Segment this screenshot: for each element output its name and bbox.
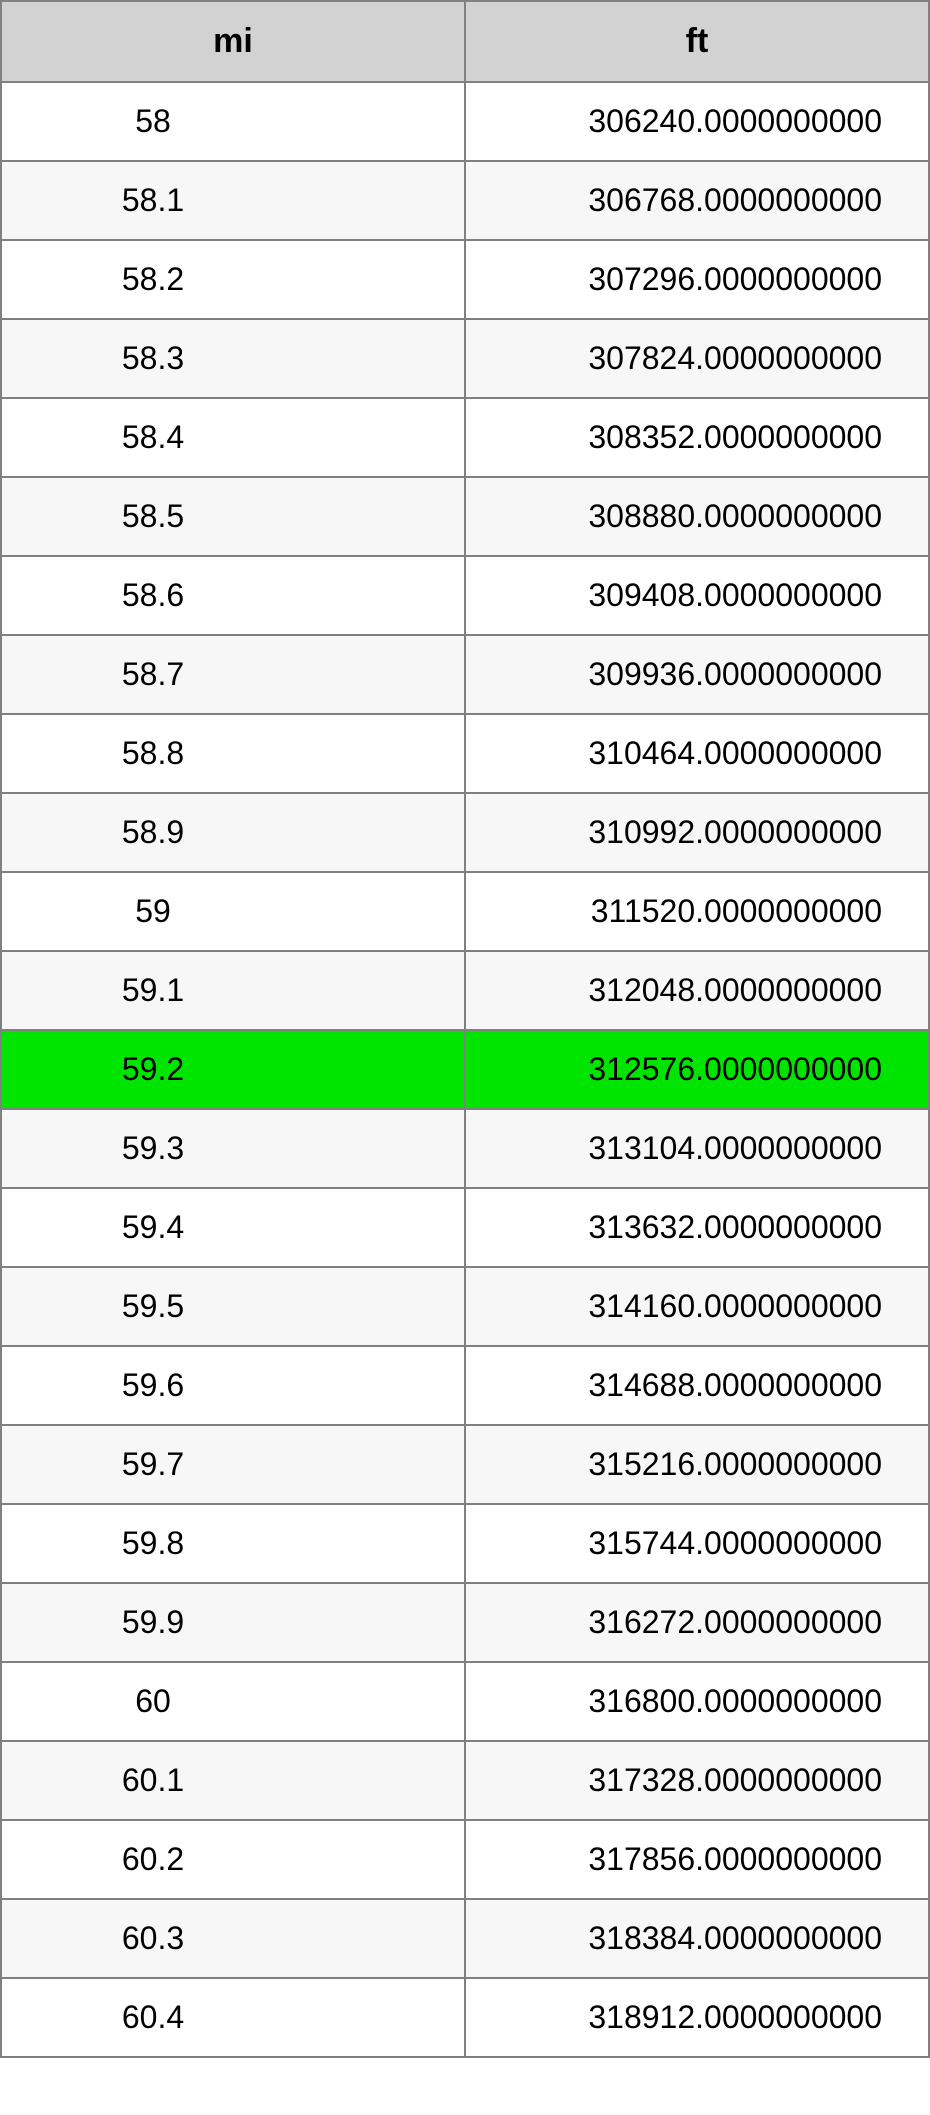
table-row: 59.2312576.0000000000	[1, 1030, 929, 1109]
cell-ft: 314688.0000000000	[465, 1346, 929, 1425]
table-row: 60.3318384.0000000000	[1, 1899, 929, 1978]
table-row: 58.8310464.0000000000	[1, 714, 929, 793]
cell-mi: 59.8	[1, 1504, 465, 1583]
table-row: 58306240.0000000000	[1, 82, 929, 161]
table-row: 58.3307824.0000000000	[1, 319, 929, 398]
cell-ft: 309936.0000000000	[465, 635, 929, 714]
cell-ft: 311520.0000000000	[465, 872, 929, 951]
table-row: 58.6309408.0000000000	[1, 556, 929, 635]
cell-ft: 307296.0000000000	[465, 240, 929, 319]
cell-ft: 308880.0000000000	[465, 477, 929, 556]
cell-mi: 58.5	[1, 477, 465, 556]
cell-ft: 314160.0000000000	[465, 1267, 929, 1346]
cell-ft: 312576.0000000000	[465, 1030, 929, 1109]
table-row: 59.1312048.0000000000	[1, 951, 929, 1030]
cell-ft: 316272.0000000000	[465, 1583, 929, 1662]
table-row: 58.5308880.0000000000	[1, 477, 929, 556]
cell-mi: 59	[1, 872, 465, 951]
table-row: 59311520.0000000000	[1, 872, 929, 951]
cell-ft: 313104.0000000000	[465, 1109, 929, 1188]
cell-mi: 59.9	[1, 1583, 465, 1662]
table-row: 59.7315216.0000000000	[1, 1425, 929, 1504]
cell-mi: 58.3	[1, 319, 465, 398]
cell-mi: 59.3	[1, 1109, 465, 1188]
cell-ft: 309408.0000000000	[465, 556, 929, 635]
cell-mi: 59.2	[1, 1030, 465, 1109]
conversion-table: mi ft 58306240.000000000058.1306768.0000…	[0, 0, 930, 2058]
cell-ft: 316800.0000000000	[465, 1662, 929, 1741]
cell-mi: 58.2	[1, 240, 465, 319]
cell-ft: 306768.0000000000	[465, 161, 929, 240]
table-row: 59.5314160.0000000000	[1, 1267, 929, 1346]
table-row: 60.4318912.0000000000	[1, 1978, 929, 2057]
cell-ft: 318912.0000000000	[465, 1978, 929, 2057]
table-row: 58.4308352.0000000000	[1, 398, 929, 477]
cell-ft: 306240.0000000000	[465, 82, 929, 161]
cell-mi: 58.7	[1, 635, 465, 714]
cell-mi: 60.1	[1, 1741, 465, 1820]
table-row: 60.1317328.0000000000	[1, 1741, 929, 1820]
table-row: 60.2317856.0000000000	[1, 1820, 929, 1899]
cell-ft: 315744.0000000000	[465, 1504, 929, 1583]
cell-mi: 58.9	[1, 793, 465, 872]
cell-ft: 315216.0000000000	[465, 1425, 929, 1504]
cell-mi: 59.6	[1, 1346, 465, 1425]
cell-mi: 59.4	[1, 1188, 465, 1267]
table-row: 58.2307296.0000000000	[1, 240, 929, 319]
cell-ft: 308352.0000000000	[465, 398, 929, 477]
cell-ft: 312048.0000000000	[465, 951, 929, 1030]
cell-mi: 59.5	[1, 1267, 465, 1346]
cell-mi: 58.4	[1, 398, 465, 477]
cell-ft: 307824.0000000000	[465, 319, 929, 398]
column-header-mi: mi	[1, 1, 465, 82]
cell-mi: 60.4	[1, 1978, 465, 2057]
table-row: 59.9316272.0000000000	[1, 1583, 929, 1662]
table-row: 59.3313104.0000000000	[1, 1109, 929, 1188]
cell-mi: 58.1	[1, 161, 465, 240]
table-row: 59.6314688.0000000000	[1, 1346, 929, 1425]
cell-mi: 59.1	[1, 951, 465, 1030]
table-row: 59.4313632.0000000000	[1, 1188, 929, 1267]
table-row: 60316800.0000000000	[1, 1662, 929, 1741]
table-row: 58.7309936.0000000000	[1, 635, 929, 714]
column-header-ft: ft	[465, 1, 929, 82]
table-header-row: mi ft	[1, 1, 929, 82]
cell-mi: 60.3	[1, 1899, 465, 1978]
table-row: 58.1306768.0000000000	[1, 161, 929, 240]
cell-ft: 310992.0000000000	[465, 793, 929, 872]
cell-mi: 58	[1, 82, 465, 161]
cell-mi: 60.2	[1, 1820, 465, 1899]
cell-ft: 317328.0000000000	[465, 1741, 929, 1820]
cell-ft: 318384.0000000000	[465, 1899, 929, 1978]
cell-mi: 60	[1, 1662, 465, 1741]
cell-mi: 59.7	[1, 1425, 465, 1504]
table-row: 59.8315744.0000000000	[1, 1504, 929, 1583]
cell-mi: 58.8	[1, 714, 465, 793]
table-row: 58.9310992.0000000000	[1, 793, 929, 872]
cell-ft: 313632.0000000000	[465, 1188, 929, 1267]
cell-mi: 58.6	[1, 556, 465, 635]
cell-ft: 310464.0000000000	[465, 714, 929, 793]
cell-ft: 317856.0000000000	[465, 1820, 929, 1899]
